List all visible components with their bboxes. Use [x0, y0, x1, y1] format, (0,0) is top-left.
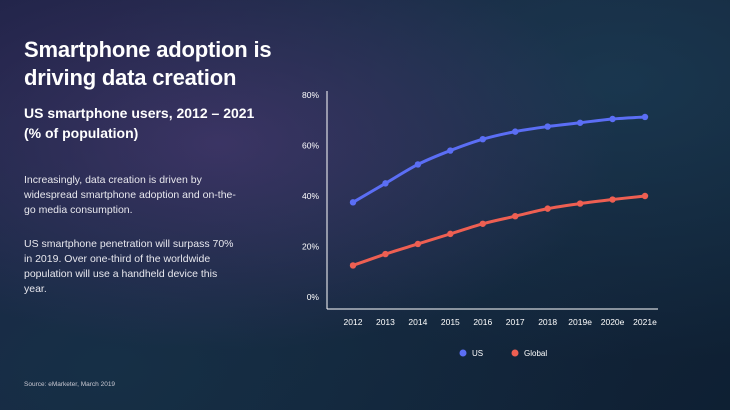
- y-tick-label: 20%: [302, 242, 319, 252]
- us-data-point: [609, 115, 616, 123]
- global-data-point: [544, 205, 551, 212]
- us-data-point: [641, 113, 649, 121]
- us-data-point: [576, 119, 584, 126]
- global-data-point: [447, 230, 454, 238]
- us-data-point: [544, 123, 551, 130]
- chart-subtitle: US smartphone users, 2012 – 2021 (% of p…: [24, 105, 255, 141]
- global-legend-label: Global: [524, 349, 547, 358]
- global-data-point: [382, 250, 389, 258]
- us-data-point: [512, 128, 519, 135]
- x-tick-label: 2021e: [633, 317, 657, 327]
- global-legend-marker: [511, 349, 519, 357]
- us-legend-marker: [459, 349, 467, 357]
- x-tick-label: 2012: [344, 317, 363, 327]
- x-tick-label: 2014: [408, 317, 427, 327]
- global-data-point: [609, 196, 616, 203]
- y-tick-label: 60%: [302, 141, 319, 151]
- x-tick-label: 2016: [473, 317, 492, 327]
- us-series-line: [351, 115, 647, 204]
- paragraph-data-creation: Increasingly, data creation is driven by…: [24, 174, 236, 216]
- global-data-point: [414, 240, 422, 248]
- x-tick-label: 2015: [441, 317, 460, 327]
- us-data-point: [447, 147, 454, 154]
- y-tick-label: 40%: [302, 191, 319, 201]
- global-data-point: [576, 200, 584, 207]
- x-tick-label: 2017: [506, 317, 525, 327]
- y-tick-label: 0%: [307, 292, 320, 302]
- y-tick-label: 80%: [302, 90, 319, 100]
- global-series-line: [351, 194, 647, 267]
- x-tick-label: 2019e: [568, 317, 592, 327]
- us-data-point: [382, 180, 389, 187]
- global-data-point: [479, 220, 486, 227]
- x-tick-label: 2018: [538, 317, 557, 327]
- us-data-point: [479, 135, 486, 143]
- slide-title: Smartphone adoption is driving data crea…: [24, 37, 272, 90]
- global-data-point: [641, 192, 649, 200]
- us-data-point: [349, 199, 357, 206]
- global-data-point: [349, 262, 357, 269]
- x-tick-label: 2020e: [601, 317, 625, 327]
- global-data-point: [512, 213, 519, 220]
- us-legend-label: US: [472, 349, 483, 358]
- source-note: Source: eMarketer, March 2019: [24, 381, 116, 388]
- us-data-point: [414, 161, 422, 168]
- paragraph-penetration: US smartphone penetration will surpass 7…: [24, 238, 234, 295]
- x-tick-label: 2013: [376, 317, 395, 327]
